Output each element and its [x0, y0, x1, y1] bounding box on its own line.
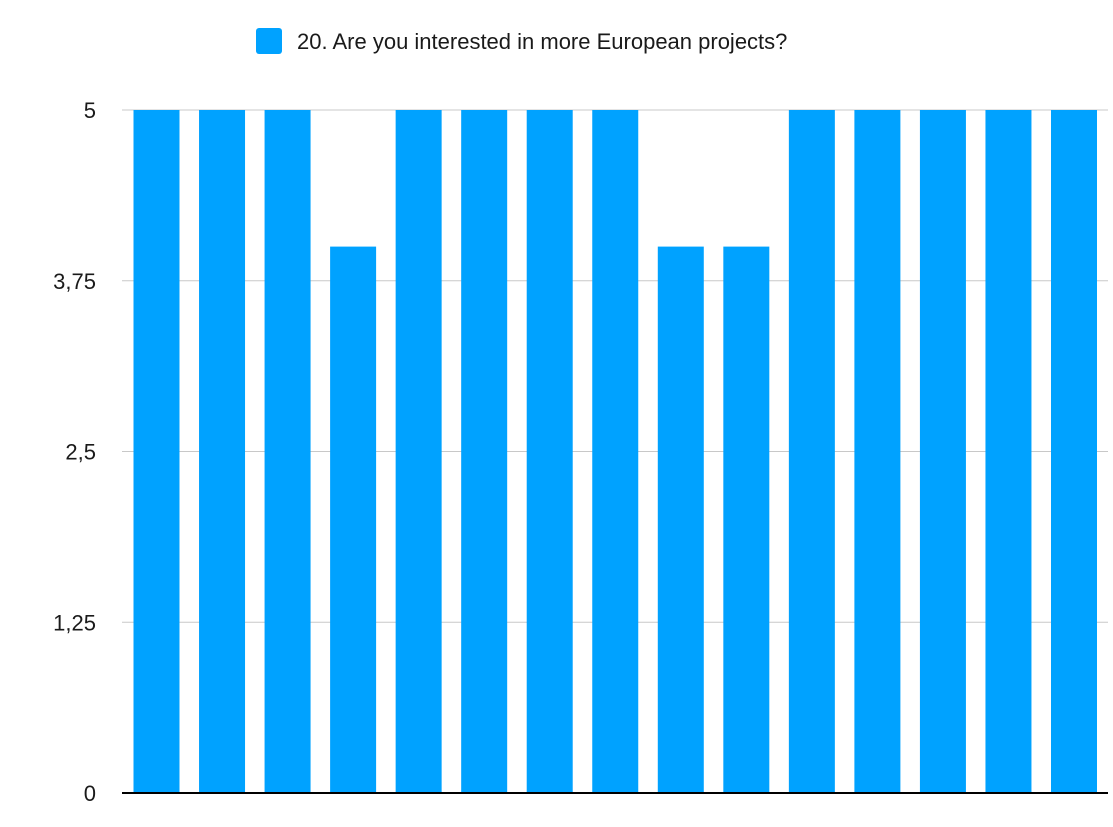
- legend-label-series-1: 20. Are you interested in more European …: [297, 29, 787, 54]
- bar-11: [788, 110, 835, 793]
- bar-15: [1051, 110, 1097, 793]
- legend: 20. Are you interested in more European …: [256, 28, 787, 54]
- bar-4: [330, 246, 377, 794]
- y-axis-tick-labels: 0 1,25 2,5 3,75 5: [53, 98, 96, 806]
- y-tick-label: 0: [84, 781, 96, 806]
- bar-3: [264, 110, 311, 793]
- bar-1: [133, 110, 180, 793]
- bar-12: [854, 110, 901, 793]
- bar-10: [723, 246, 770, 794]
- y-tick-label: 1,25: [53, 610, 96, 635]
- y-tick-label: 2,5: [65, 440, 96, 465]
- y-tick-label: 5: [84, 98, 96, 123]
- bar-14: [985, 110, 1032, 793]
- y-tick-label: 3,75: [53, 269, 96, 294]
- bar-5: [395, 110, 442, 793]
- legend-swatch-series-1: [256, 28, 282, 54]
- bar-9: [657, 246, 704, 794]
- bar-7: [526, 110, 573, 793]
- bar-2: [199, 110, 246, 793]
- bar-8: [592, 110, 639, 793]
- bars: [133, 110, 1097, 794]
- bar-6: [461, 110, 508, 793]
- bar-13: [919, 110, 966, 793]
